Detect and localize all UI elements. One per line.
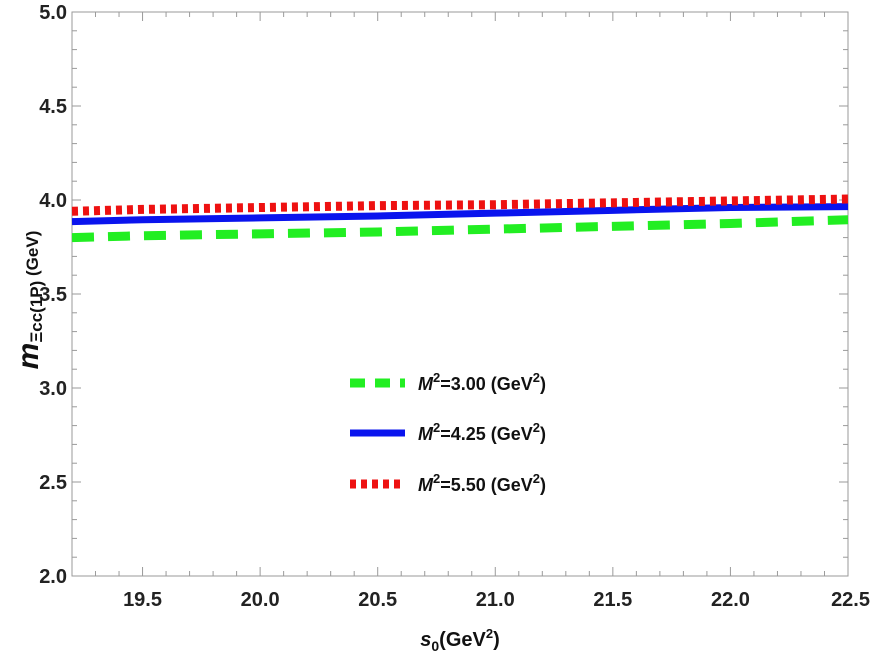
y-axis-title-main: m [12, 343, 45, 370]
series-line-3 [71, 194, 849, 216]
legend: M2=3.00 (GeV2) M2=4.25 (GeV2) M2=5.50 (GeV… [350, 370, 546, 495]
series-line-2 [71, 203, 849, 226]
legend-label-2: M2=4.25 (GeV2) [418, 420, 546, 444]
y-tick-label: 3.5 [39, 284, 67, 306]
ticks-layer: 19.5 20.0 20.5 21.0 21.5 22.0 22.5 2.0 2.5 3.0 3.5… [39, 2, 870, 611]
svg-text:s0(GeV2): s0(GeV2) [420, 626, 500, 654]
y-tick-label: 4.0 [39, 190, 67, 212]
y-tick-label: 2.5 [39, 472, 67, 494]
svg-text:mΞcc(1P) (GeV): mΞcc(1P) (GeV) [12, 231, 46, 370]
x-axis-title: s0(GeV2) [420, 626, 500, 654]
x-tick-label: 22.0 [711, 589, 750, 611]
y-axis-title-text: (GeV) [23, 231, 42, 281]
x-axis-title-main: s [420, 629, 431, 651]
y-tick-label: 2.0 [39, 566, 67, 588]
x-axis-title-end: ) [493, 629, 500, 651]
x-tick-label: 19.5 [123, 589, 162, 611]
series-layer [71, 194, 849, 243]
x-tick-label: 20.0 [241, 589, 280, 611]
x-tick-label: 21.0 [476, 589, 515, 611]
y-tick-label: 5.0 [39, 2, 67, 24]
x-axis-title-superscript: 2 [486, 626, 493, 641]
y-tick-label: 3.0 [39, 378, 67, 400]
x-tick-label: 22.5 [831, 589, 870, 611]
x-tick-label: 20.5 [358, 589, 397, 611]
y-tick-label: 4.5 [39, 96, 67, 118]
x-axis-title-subscript: 0 [431, 638, 439, 654]
x-tick-label: 21.5 [593, 589, 632, 611]
x-axis-title-text: (GeV [439, 629, 486, 651]
y-axis-title: mΞcc(1P) (GeV) [12, 231, 46, 370]
series-line-1 [71, 215, 849, 243]
legend-label-3: M2=5.50 (GeV2) [418, 471, 546, 495]
legend-label-1: M2=3.00 (GeV2) [418, 370, 546, 394]
y-axis-title-subscript: Ξcc(1P) [27, 281, 46, 343]
